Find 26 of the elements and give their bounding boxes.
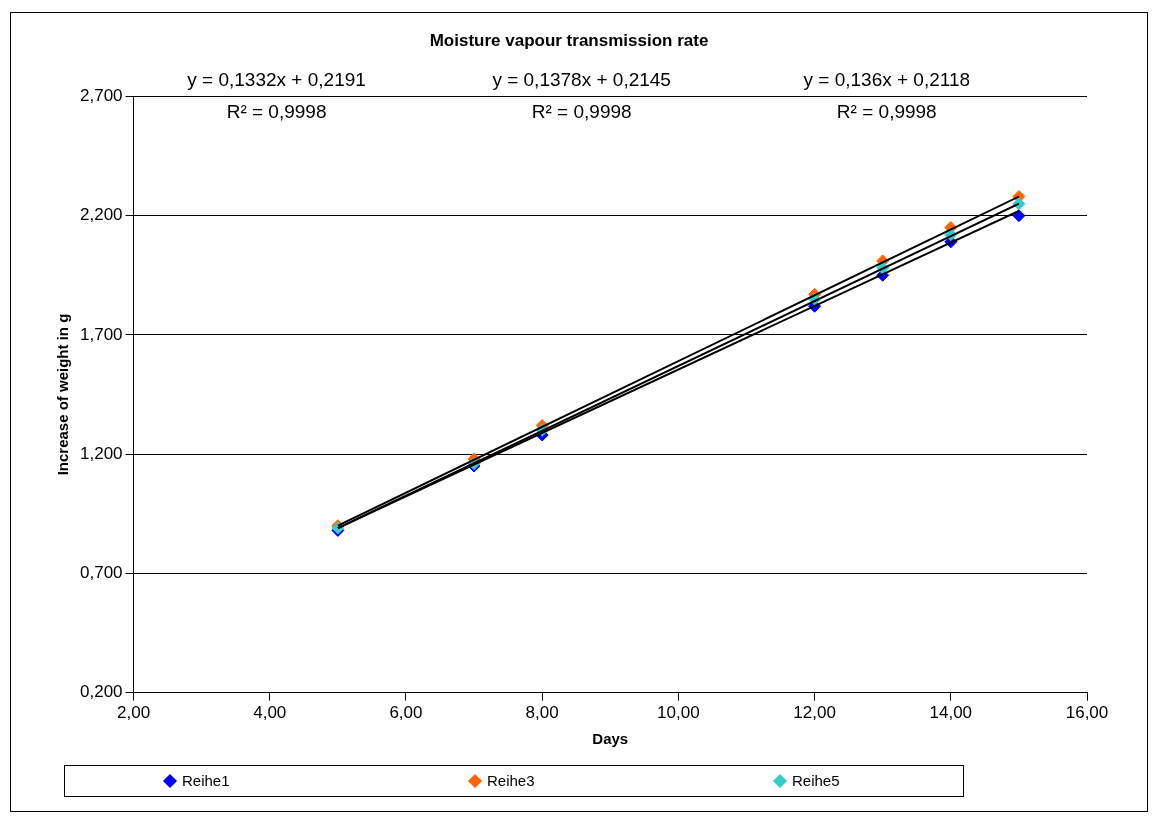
x-tick-label: 8,00 <box>525 703 559 723</box>
x-tick-label: 14,00 <box>929 703 973 723</box>
y-tick-label: 0,700 <box>79 563 123 583</box>
x-axis-title: Days <box>592 730 629 748</box>
y-axis-title: Increase of weight in g <box>54 313 72 476</box>
y-tick-label: 2,200 <box>79 205 123 225</box>
y-tick-label: 0,200 <box>79 682 123 702</box>
x-tick-label: 10,00 <box>657 703 700 723</box>
y-tick-label: 1,200 <box>79 443 123 463</box>
text: y = 0,1332x + 0,2191 <box>187 69 366 91</box>
chart-title: Moisture vapour transmission rate <box>429 30 709 50</box>
x-tick-label: 12,00 <box>793 703 836 723</box>
annotation: R² = 0,9998 <box>226 101 327 123</box>
text: y = 0,1378x + 0,2145 <box>492 69 671 91</box>
legend-label: Reihe3 <box>487 772 535 789</box>
x-tick-label: 16,00 <box>1065 703 1109 723</box>
legend-label: Reihe5 <box>792 772 840 789</box>
x-tick-label: 4,00 <box>253 703 287 723</box>
text: y = 0,136x + 0,2118 <box>803 69 971 91</box>
x-tick-label: 6,00 <box>389 703 423 723</box>
annotation: R² = 0,9998 <box>531 101 632 123</box>
y-tick-label: 1,700 <box>79 324 123 344</box>
y-tick-label: 2,700 <box>79 86 123 106</box>
x-tick-label: 2,00 <box>116 703 151 723</box>
legend-label: Reihe1 <box>182 772 230 789</box>
annotation: R² = 0,9998 <box>836 101 937 123</box>
